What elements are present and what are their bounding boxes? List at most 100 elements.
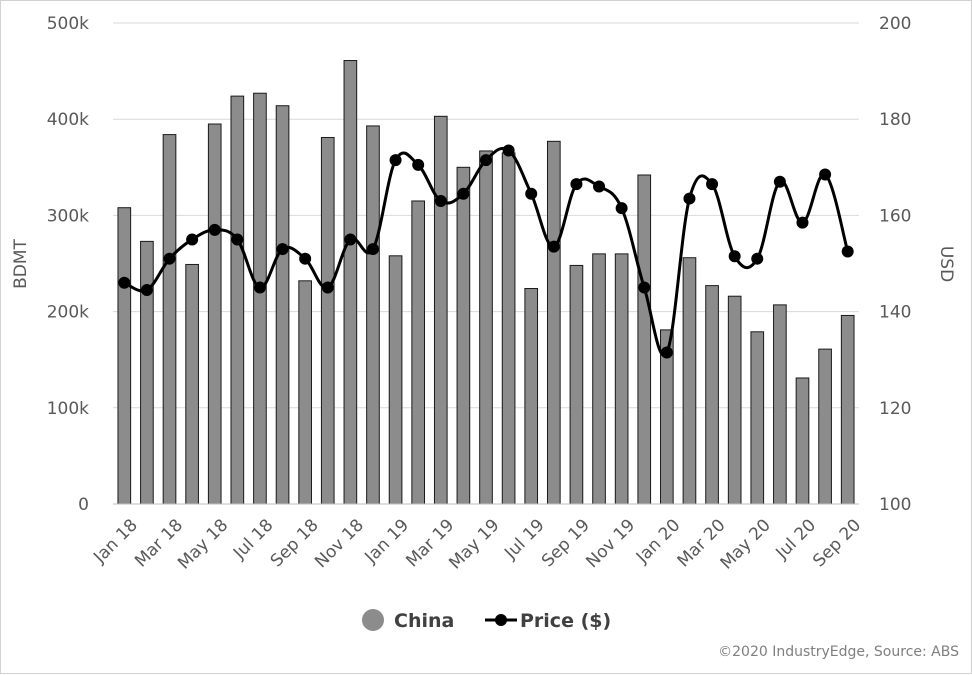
price-point (321, 281, 334, 294)
x-tick-label: May 18 (174, 515, 232, 573)
bar-china (727, 295, 742, 505)
bar-china (795, 377, 810, 505)
price-point (186, 233, 199, 246)
price-point (502, 144, 515, 157)
source-text: ©2020 IndustryEdge, Source: ABS (718, 644, 959, 660)
bar-china (840, 314, 855, 505)
price-point (751, 252, 764, 265)
x-tick-label: Sep 18 (267, 515, 323, 571)
price-point (728, 250, 741, 263)
legend-price-marker (495, 614, 507, 626)
price-points (118, 144, 854, 359)
bar-china (207, 123, 222, 505)
bar-china (546, 140, 561, 505)
bar-china (569, 264, 584, 505)
left-axis-title: BDMT (11, 238, 31, 288)
bar-china (750, 331, 765, 505)
bars-china (117, 60, 855, 505)
price-point (706, 178, 719, 191)
price-point (570, 178, 583, 191)
right-axis-ticks: 100 120 140 160 180 200 (879, 14, 911, 515)
left-tick-label: 500k (47, 14, 89, 34)
legend: China Price ($) (362, 609, 611, 632)
bar-china (411, 200, 426, 505)
bar-china (366, 125, 380, 505)
bar-china (298, 280, 312, 505)
price-point (638, 281, 651, 294)
bar-china (456, 166, 471, 505)
price-point (773, 175, 786, 188)
legend-price-label: Price ($) (520, 610, 611, 632)
x-tick-label: Nov 18 (311, 515, 368, 572)
bar-china (185, 263, 199, 505)
legend-china-marker (362, 609, 384, 631)
bar-china (705, 285, 719, 505)
bar-china (117, 207, 132, 505)
bar-china (479, 150, 493, 505)
bar-china (388, 255, 403, 505)
bar-china (320, 136, 335, 505)
price-point (457, 187, 470, 200)
left-tick-label: 200k (47, 303, 89, 323)
bar-china (343, 60, 358, 505)
right-tick-label: 180 (879, 110, 911, 130)
bar-china (162, 134, 177, 505)
price-point (276, 243, 289, 256)
right-tick-label: 100 (879, 495, 911, 515)
price-point (480, 154, 492, 167)
bar-china (818, 348, 832, 505)
price-point (253, 281, 266, 294)
bar-china (592, 253, 606, 505)
price-point (525, 187, 538, 200)
bar-china (275, 105, 290, 505)
price-point (796, 216, 809, 229)
right-tick-label: 160 (879, 206, 911, 226)
right-axis-title: USD (936, 246, 956, 282)
price-point (434, 194, 447, 207)
right-tick-label: 120 (879, 399, 911, 419)
price-point (819, 168, 832, 181)
price-point (118, 276, 131, 289)
price-point (841, 245, 854, 258)
price-point (208, 223, 221, 236)
price-point (547, 240, 560, 253)
left-tick-label: 400k (47, 110, 89, 130)
x-tick-label: Sep 20 (809, 515, 865, 571)
x-tick-label: May 20 (717, 515, 775, 573)
price-point (140, 283, 153, 296)
price-point (344, 233, 357, 246)
left-axis-ticks: 0 100k 200k 300k 400k 500k (47, 14, 89, 515)
price-point (389, 154, 402, 167)
left-tick-label: 0 (78, 495, 89, 515)
bar-china (253, 92, 267, 505)
left-tick-label: 100k (47, 399, 89, 419)
bar-china (637, 174, 652, 505)
bar-china (433, 115, 448, 505)
price-point (299, 252, 312, 265)
x-tick-label: Sep 19 (538, 515, 594, 571)
price-point (683, 192, 696, 205)
right-tick-label: 140 (879, 303, 911, 323)
bar-china (140, 240, 154, 505)
left-tick-label: 300k (47, 206, 89, 226)
price-point (231, 233, 244, 246)
price-point (660, 346, 673, 359)
price-point (615, 202, 628, 215)
price-point (412, 158, 425, 171)
x-tick-label: Nov 19 (582, 515, 639, 572)
bar-china (230, 95, 245, 505)
right-tick-label: 200 (879, 14, 911, 34)
price-point (163, 252, 176, 265)
bar-china (614, 253, 629, 505)
bar-china (773, 304, 787, 505)
legend-china-label: China (394, 610, 454, 632)
x-tick-label: May 19 (445, 515, 503, 573)
bar-china (682, 257, 697, 505)
bar-china (524, 288, 539, 505)
price-point (593, 180, 606, 193)
price-point (366, 243, 379, 256)
bar-china (501, 152, 516, 505)
